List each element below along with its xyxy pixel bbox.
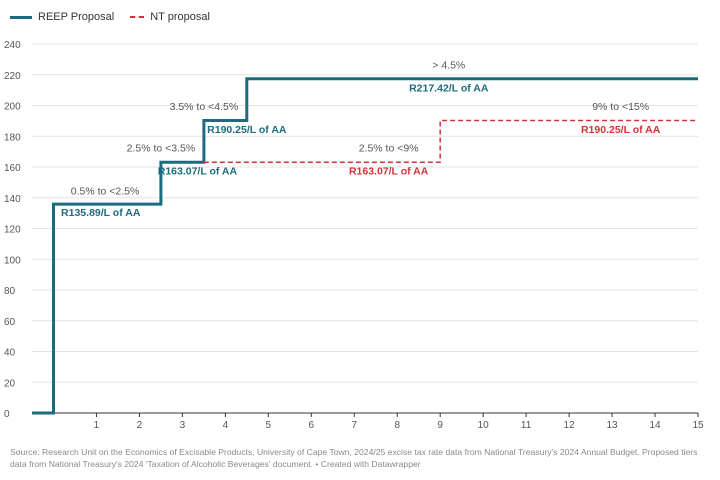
x-tick-label-13: 13 (607, 420, 619, 431)
x-tick-label-14: 14 (649, 420, 661, 431)
y-tick-label-40: 40 (4, 348, 16, 359)
y-tick-label-120: 120 (4, 225, 21, 236)
annotation-label-8: 2.5% to <9% (359, 143, 419, 155)
y-tick-label-20: 20 (4, 378, 16, 389)
y-tick-label-60: 60 (4, 317, 16, 328)
x-tick-label-7: 7 (351, 420, 357, 431)
x-tick-label-3: 3 (180, 420, 186, 431)
annotation-label-7: R217.42/L of AA (409, 83, 489, 95)
x-tick-label-5: 5 (266, 420, 272, 431)
x-tick-label-9: 9 (437, 420, 443, 431)
x-tick-label-8: 8 (394, 420, 400, 431)
x-tick-label-11: 11 (521, 420, 532, 431)
source-note: Source: Research Unit on the Economics o… (10, 446, 710, 470)
x-tick-label-12: 12 (564, 420, 576, 431)
x-tick-label-1: 1 (94, 420, 100, 431)
x-tick-label-2: 2 (137, 420, 143, 431)
y-tick-label-80: 80 (4, 286, 16, 297)
y-tick-label-180: 180 (4, 132, 21, 143)
annotation-label-9: R163.07/L of AA (349, 166, 429, 178)
annotation-label-3: R163.07/L of AA (158, 166, 238, 178)
annotation-label-0: 0.5% to <2.5% (71, 186, 140, 198)
annotation-label-6: > 4.5% (432, 60, 465, 72)
x-tick-label-4: 4 (223, 420, 229, 431)
y-tick-label-220: 220 (4, 71, 21, 82)
x-tick-label-6: 6 (309, 420, 315, 431)
annotation-label-11: R190.25/L of AA (581, 124, 661, 136)
annotation-label-4: 3.5% to <4.5% (170, 101, 239, 113)
annotation-label-5: R190.25/L of AA (207, 124, 287, 136)
y-tick-label-160: 160 (4, 163, 21, 174)
x-tick-label-10: 10 (478, 420, 490, 431)
annotation-label-2: 2.5% to <3.5% (127, 143, 196, 155)
y-tick-label-100: 100 (4, 255, 21, 266)
y-tick-label-140: 140 (4, 194, 21, 205)
y-tick-label-0: 0 (4, 409, 10, 420)
annotation-label-10: 9% to <15% (592, 101, 649, 113)
y-tick-label-240: 240 (4, 40, 21, 51)
x-tick-label-15: 15 (692, 420, 704, 431)
annotation-label-1: R135.89/L of AA (61, 207, 141, 219)
y-tick-label-200: 200 (4, 102, 21, 113)
